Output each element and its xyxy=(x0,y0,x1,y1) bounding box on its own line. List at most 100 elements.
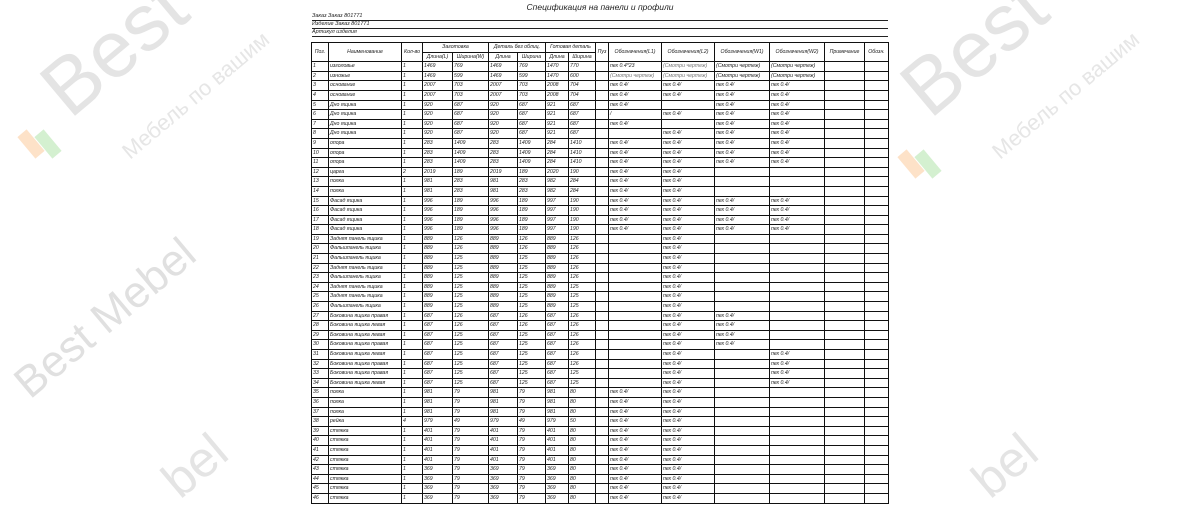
cell-note xyxy=(824,329,865,341)
cell-pos: 23 xyxy=(311,272,329,283)
cell-blank-width: 769 xyxy=(452,61,489,72)
cell-qty: 1 xyxy=(401,368,423,379)
cell-detail-length: 2007 xyxy=(488,89,518,101)
cell-note xyxy=(824,137,865,149)
cell-blank-width: 49 xyxy=(452,416,489,427)
cell-detail-width: 189 xyxy=(517,205,546,216)
cell-detail-length: 889 xyxy=(488,291,518,303)
cell-blank-width: 189 xyxy=(452,224,489,235)
cell-finished-length: 889 xyxy=(545,262,569,274)
cell-l1: пех 0.4/ xyxy=(608,205,662,216)
cell-puz xyxy=(595,473,609,485)
cell-detail-width: 79 xyxy=(517,396,546,408)
cell-l2: пех 0.4/ xyxy=(661,195,715,207)
cell-l1: пех 0.4/ xyxy=(608,492,662,504)
table-row: 43 стяжка 1 369 79 369 79 369 80 пех 0.4/пех 0.4/ xyxy=(311,464,889,475)
cell-finished-width: 126 xyxy=(568,339,596,350)
cell-l2: пех 0.4/ xyxy=(661,358,715,370)
cell-l2: пех 0.4/ xyxy=(661,377,715,389)
cell-pos: 34 xyxy=(311,377,329,389)
cell-qty: 1 xyxy=(401,473,423,485)
cell-blank-width: 126 xyxy=(452,243,489,255)
cell-finished-length: 401 xyxy=(545,444,569,456)
cell-blank-width: 126 xyxy=(452,310,489,322)
cell-w1: пех 0.4/ xyxy=(714,80,770,91)
watermark-brand-bottom-left: bel xyxy=(151,423,238,509)
cell-blank-width: 79 xyxy=(452,492,489,504)
cell-note xyxy=(824,99,865,111)
cell-w1 xyxy=(714,166,770,178)
cell-l2: пех 0.4/ xyxy=(661,349,715,360)
cell-note xyxy=(824,435,865,446)
cell-l2: пех 0.4/ xyxy=(661,320,715,331)
cell-finished-width: 687 xyxy=(568,99,596,111)
cell-puz xyxy=(595,464,609,475)
cell-blank-length: 981 xyxy=(422,176,453,187)
cell-puz xyxy=(595,492,609,504)
cell-note xyxy=(824,272,865,283)
cell-l1 xyxy=(608,301,662,312)
cell-pos: 1 xyxy=(311,61,329,72)
cell-l2: пех 0.4/ xyxy=(661,224,715,235)
cell-w1: пех 0.4/ xyxy=(714,310,770,322)
cell-detail-width: 49 xyxy=(517,416,546,427)
table-row: 30 Боковина ящика правая 1 687 125 687 125 687 1… xyxy=(311,339,889,350)
cell-l2: пех 0.4/ xyxy=(661,137,715,149)
cell-qty: 1 xyxy=(401,70,423,82)
table-row: 19 Задняя панель ящика 1 889 126 889 126 889 126… xyxy=(311,233,889,245)
cell-w2 xyxy=(769,396,825,408)
cell-w2: (Смотри чертеж) xyxy=(769,70,825,82)
cell-puz xyxy=(595,377,609,389)
cell-blank-width: 1409 xyxy=(452,137,489,149)
cell-finished-length: 997 xyxy=(545,205,569,216)
cell-finished-length: 284 xyxy=(545,137,569,149)
cell-note xyxy=(824,185,865,197)
cell-detail-length: 687 xyxy=(488,320,518,331)
cell-finished-width: 125 xyxy=(568,301,596,312)
product-line: Изделие Заказ 801771 xyxy=(312,21,888,29)
cell-blank-length: 369 xyxy=(422,483,453,494)
cell-detail-width: 125 xyxy=(517,253,546,264)
cell-pos: 13 xyxy=(311,176,329,187)
cell-puz xyxy=(595,109,609,120)
cell-qty: 1 xyxy=(401,301,423,312)
cell-pos: 8 xyxy=(311,128,329,139)
cell-obozn xyxy=(864,492,889,504)
cell-blank-width: 599 xyxy=(452,70,489,82)
cell-detail-width: 189 xyxy=(517,214,546,226)
cell-w1 xyxy=(714,492,770,504)
cell-w1 xyxy=(714,377,770,389)
cell-pos: 10 xyxy=(311,147,329,159)
table-row: 26 Фальшпанель ящика 1 889 125 889 125 889 125 пе… xyxy=(311,301,889,312)
cell-blank-length: 996 xyxy=(422,195,453,207)
cell-w1: пех 0.4/ xyxy=(714,147,770,159)
header-finished-length: Длина xyxy=(545,51,569,63)
cell-l1: пех 0.4/ xyxy=(608,483,662,494)
cell-name: Боковина ящика правая xyxy=(328,368,402,379)
cell-finished-width: 80 xyxy=(568,387,596,398)
cell-blank-length: 981 xyxy=(422,406,453,418)
cell-blank-width: 125 xyxy=(452,377,489,389)
cell-blank-length: 401 xyxy=(422,435,453,446)
header-finished: Готовая деталь xyxy=(545,42,596,53)
cell-qty: 1 xyxy=(401,243,423,255)
cell-w1: (Смотри чертеж) xyxy=(714,61,770,72)
cell-blank-width: 125 xyxy=(452,262,489,274)
cell-finished-width: 1410 xyxy=(568,157,596,168)
cell-w2 xyxy=(769,416,825,427)
table-row: 40 стяжка 1 401 79 401 79 401 80 пех 0.4/пех 0.4/ xyxy=(311,435,889,446)
cell-detail-length: 981 xyxy=(488,387,518,398)
cell-name: опора xyxy=(328,147,402,159)
cell-obozn xyxy=(864,406,889,418)
cell-blank-width: 126 xyxy=(452,233,489,245)
cell-blank-length: 981 xyxy=(422,396,453,408)
cell-detail-length: 889 xyxy=(488,272,518,283)
cell-pos: 7 xyxy=(311,118,329,130)
cell-finished-length: 687 xyxy=(545,310,569,322)
cell-l1: пех 0.4/ xyxy=(608,387,662,398)
table-row: 28 Боковина ящика левая 1 687 126 687 126 687 12… xyxy=(311,320,889,331)
cell-pos: 33 xyxy=(311,368,329,379)
cell-blank-length: 920 xyxy=(422,99,453,111)
cell-detail-length: 889 xyxy=(488,281,518,293)
cell-note xyxy=(824,464,865,475)
